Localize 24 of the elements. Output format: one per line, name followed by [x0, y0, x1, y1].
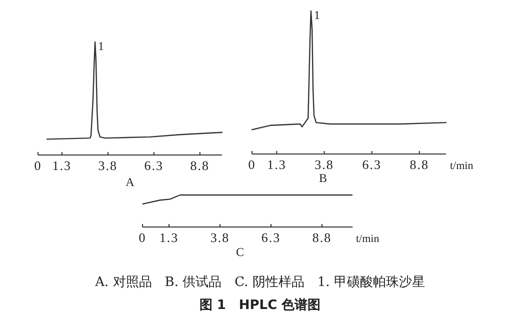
- text: A. 对照品 B. 供试品 C. 阴性样品 1. 甲磺酸帕珠沙星: [94, 275, 425, 290]
- x-tick-label: 3.8: [314, 157, 334, 172]
- x-tick-label: 0: [138, 230, 146, 245]
- x-axis-title: t/min: [450, 160, 474, 172]
- x-tick-label: 0: [248, 157, 256, 172]
- x-tick-label: 1.3: [52, 158, 72, 173]
- x-tick-label: 1.3: [159, 230, 179, 245]
- x-tick-label: 8.8: [312, 230, 332, 245]
- x-tick-label: 8.8: [410, 157, 429, 172]
- annotation: 1: [98, 39, 104, 53]
- annotation: 1: [314, 8, 320, 22]
- x-tick-label: 3.8: [210, 230, 230, 245]
- x-tick-label: 6.3: [261, 230, 281, 245]
- x-tick-label: 3.8: [98, 158, 118, 173]
- x-tick-label: 1.3: [267, 157, 286, 172]
- x-tick-label: 6.3: [362, 157, 382, 172]
- text: A: [126, 175, 135, 189]
- x-tick-label: 0: [34, 158, 42, 173]
- text: C: [236, 245, 244, 259]
- x-axis-title: t/min: [356, 233, 380, 245]
- text: B: [318, 171, 328, 185]
- x-tick-label: 8.8: [190, 158, 210, 173]
- x-tick-label: 6.3: [144, 158, 164, 173]
- text: 图 1 HPLC 色谱图: [199, 297, 321, 313]
